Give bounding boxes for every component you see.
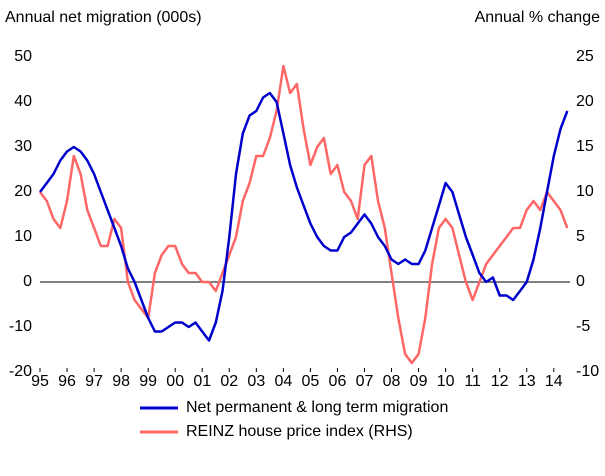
y2-tick-label: 15 bbox=[576, 138, 594, 155]
series-line bbox=[39, 64, 569, 365]
y-tick-label: 0 bbox=[23, 273, 32, 290]
x-tick-label: 10 bbox=[437, 373, 455, 390]
x-tick-label: 12 bbox=[491, 373, 509, 390]
y2-tick-label: 25 bbox=[576, 48, 594, 65]
y2-tick-label: -5 bbox=[576, 318, 590, 335]
x-tick-label: 06 bbox=[329, 373, 347, 390]
x-tick-label: 00 bbox=[166, 373, 184, 390]
y2-tick-label: 20 bbox=[576, 93, 594, 110]
x-tick-label: 97 bbox=[85, 373, 103, 390]
y-tick-label: 50 bbox=[14, 48, 32, 65]
x-tick-label: 96 bbox=[58, 373, 76, 390]
y-tick-label: -20 bbox=[9, 363, 32, 380]
series-line bbox=[39, 91, 569, 342]
x-tick-label: 05 bbox=[302, 373, 320, 390]
y-tick-label: 10 bbox=[14, 228, 32, 245]
y2-tick-label: 10 bbox=[576, 183, 594, 200]
x-tick-label: 14 bbox=[545, 373, 563, 390]
y-axis-title: Annual net migration (000s) bbox=[5, 9, 202, 26]
x-tick-label: 13 bbox=[518, 373, 536, 390]
x-tick-label: 07 bbox=[356, 373, 374, 390]
x-tick-label: 11 bbox=[464, 373, 481, 390]
y-tick-label: 20 bbox=[14, 183, 32, 200]
y-tick-label: 30 bbox=[14, 138, 32, 155]
x-tick-label: 08 bbox=[383, 373, 401, 390]
x-tick-label: 02 bbox=[220, 373, 238, 390]
legend-label: Net permanent & long term migration bbox=[186, 399, 448, 416]
y2-tick-label: 0 bbox=[576, 273, 585, 290]
y2-tick-label: -10 bbox=[576, 363, 599, 380]
x-tick-label: 98 bbox=[112, 373, 130, 390]
y2-tick-label: 5 bbox=[576, 228, 585, 245]
x-tick-label: 03 bbox=[247, 373, 265, 390]
legend-label: REINZ house price index (RHS) bbox=[186, 423, 413, 440]
y-tick-label: 40 bbox=[14, 93, 32, 110]
x-tick-label: 95 bbox=[31, 373, 49, 390]
x-tick-label: 01 bbox=[193, 373, 211, 390]
y2-axis-title: Annual % change bbox=[475, 9, 601, 26]
x-tick-label: 04 bbox=[274, 373, 292, 390]
y-tick-label: -10 bbox=[9, 318, 32, 335]
x-tick-label: 09 bbox=[410, 373, 428, 390]
x-tick-label: 99 bbox=[139, 373, 157, 390]
